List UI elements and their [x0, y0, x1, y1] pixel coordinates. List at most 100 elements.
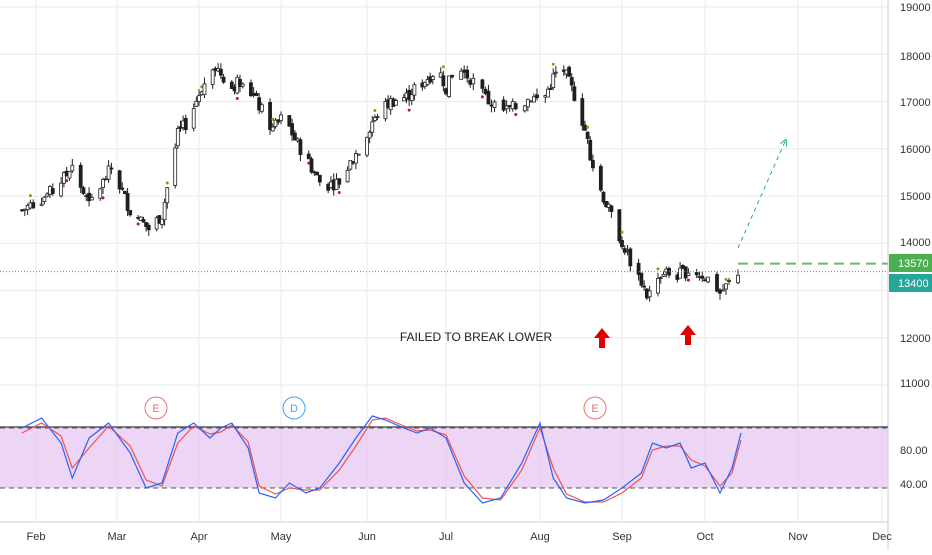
candle-body — [141, 219, 146, 223]
candle-body — [249, 82, 253, 96]
candle-body — [639, 272, 644, 286]
candle-body — [146, 224, 151, 231]
candle-body — [372, 117, 377, 121]
candle-body — [535, 94, 539, 99]
candle-body — [273, 119, 278, 127]
candle-body — [522, 105, 527, 112]
candle-body — [567, 66, 571, 77]
pivot-dot — [686, 278, 690, 282]
candle-body — [367, 131, 372, 139]
candle-body — [532, 96, 536, 103]
candle-body — [546, 88, 550, 98]
candle-body — [694, 272, 699, 276]
candle-body — [486, 90, 491, 105]
oscillator-main-line — [21, 415, 742, 504]
event-marker-earnings-1[interactable]: E — [144, 396, 168, 420]
candle-body — [337, 178, 342, 185]
price-axis[interactable]: 19000 18000 17000 16000 15000 14000 1200… — [900, 2, 931, 390]
candle-body — [658, 277, 663, 279]
candle-body — [480, 79, 485, 89]
x-tick-label: May — [271, 531, 292, 543]
candle-body — [656, 278, 660, 294]
candle-body — [706, 276, 710, 283]
candle-body — [438, 72, 443, 78]
candle-body — [715, 274, 719, 292]
candle-body — [257, 97, 262, 111]
candle-body — [173, 147, 178, 186]
support-arrow-2 — [680, 325, 696, 345]
candle-body — [39, 203, 44, 206]
candle-body — [465, 69, 470, 79]
up-arrow-icon — [680, 325, 696, 345]
candle-body — [683, 266, 688, 279]
candle-body — [501, 99, 506, 111]
event-circle[interactable] — [583, 396, 607, 420]
pivot-dot — [724, 277, 728, 281]
candle-body — [354, 153, 358, 164]
y-tick-label: 11000 — [900, 378, 930, 390]
candle-body — [268, 102, 272, 131]
event-marker-dividend[interactable]: D — [282, 396, 306, 420]
candle-body — [165, 187, 170, 204]
time-axis[interactable]: Feb Mar Apr May Jun Jul Aug Sep Oct Nov … — [27, 531, 893, 543]
candle-body — [315, 171, 319, 176]
candle-body — [62, 172, 66, 184]
x-tick-label: Mar — [108, 531, 127, 543]
candle-body — [229, 81, 234, 90]
pivot-dot — [271, 117, 275, 121]
up-arrow-icon — [594, 328, 610, 348]
price-badge-13400: 13400 — [889, 274, 932, 292]
y-tick-label: 16000 — [900, 144, 931, 156]
event-circle[interactable] — [144, 396, 168, 420]
candle-body — [306, 153, 311, 160]
oscillator-signal-line — [21, 417, 742, 503]
x-tick-label: Aug — [530, 531, 550, 543]
event-marker-earnings-2[interactable]: E — [583, 396, 607, 420]
pivot-dot — [337, 191, 341, 195]
candle-body — [572, 86, 577, 101]
x-tick-label: Sep — [612, 531, 632, 543]
candle-body — [317, 174, 322, 183]
candle-body — [727, 280, 731, 282]
candle-body — [583, 124, 587, 131]
pivot-dot — [136, 222, 140, 226]
badge-text: 13570 — [898, 258, 929, 270]
candle-body — [287, 115, 292, 127]
pivot-dot — [551, 62, 555, 66]
failed-to-break-lower-label: FAILED TO BREAK LOWER — [400, 330, 553, 344]
candle-body — [290, 123, 294, 136]
candle-body — [401, 97, 406, 102]
candle-body — [548, 88, 553, 90]
y-tick-label: 12000 — [900, 333, 931, 345]
pivot-dot — [514, 112, 518, 116]
y-tick-label: 18000 — [900, 51, 931, 63]
candle-body — [348, 160, 353, 170]
candle-body — [221, 76, 226, 83]
pivot-dot — [620, 230, 624, 234]
oscillator-pane[interactable] — [0, 415, 888, 504]
x-tick-label: Jul — [439, 531, 453, 543]
candle-body — [504, 105, 509, 110]
candle-body — [507, 104, 512, 107]
candle-body — [718, 289, 722, 294]
candle-body — [370, 121, 375, 133]
candle-body — [636, 262, 641, 275]
candle-body — [609, 205, 614, 212]
candle-body — [87, 192, 91, 202]
pivot-dot — [65, 179, 69, 183]
y-tick-label: 17000 — [900, 97, 931, 109]
candle-body — [298, 139, 303, 156]
projection-arrow[interactable] — [737, 138, 788, 249]
candle-body — [117, 170, 122, 190]
candle-body — [642, 285, 647, 288]
x-tick-label: Oct — [696, 531, 713, 543]
candle-body — [259, 104, 264, 112]
candle-body — [394, 100, 398, 106]
candle-body — [279, 114, 283, 122]
event-circle[interactable] — [282, 396, 306, 420]
candle-body — [736, 274, 740, 284]
pivot-dot — [407, 108, 411, 112]
horizontal-gridlines — [0, 6, 888, 386]
